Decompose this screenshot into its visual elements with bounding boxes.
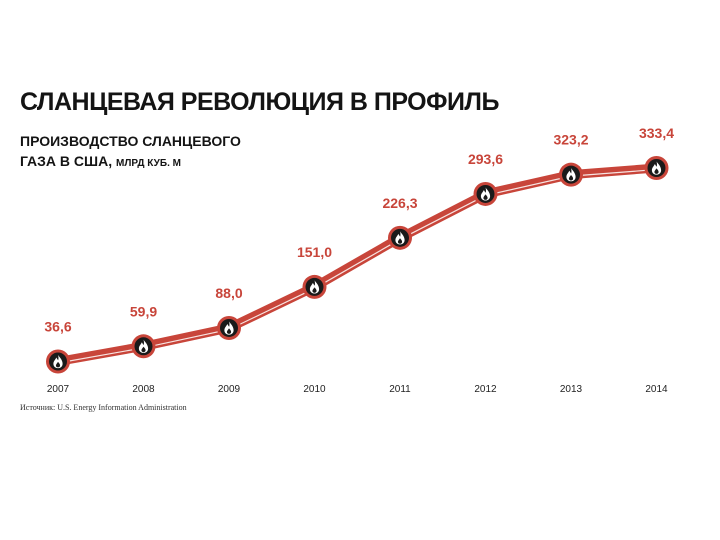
- flame-core-icon: [397, 238, 403, 244]
- unit-label: МЛРД КУБ. М: [116, 158, 181, 169]
- data-point-2007: [46, 349, 70, 374]
- data-label-2014: 333,4: [639, 125, 674, 141]
- data-label-2007: 36,6: [44, 319, 71, 335]
- flame-core-icon: [55, 361, 61, 368]
- flame-icon: [309, 280, 320, 294]
- data-point-2008: [131, 334, 156, 359]
- flame-icon: [224, 321, 234, 335]
- subtitle-line-2-text: ГАЗА В США,: [20, 153, 113, 169]
- flame-icon: [651, 161, 662, 175]
- data-label-2011: 226,3: [382, 195, 417, 211]
- flame-icon: [566, 168, 576, 182]
- flame-core-icon: [654, 168, 659, 174]
- flame-core-icon: [141, 346, 146, 353]
- subtitle-line-2: ГАЗА В США, МЛРД КУБ. М: [20, 151, 241, 174]
- x-tick-label-2007: 2007: [47, 384, 70, 395]
- flame-core-icon: [568, 175, 574, 181]
- data-label-2013: 323,2: [553, 132, 588, 148]
- x-tick-layer: 2007 2008 2009 2010 2011 2012 2013 2014: [47, 384, 668, 395]
- data-label-2012: 293,6: [468, 151, 503, 167]
- x-tick-label-2009: 2009: [218, 384, 241, 395]
- flame-icon: [53, 355, 63, 369]
- flame-core-icon: [226, 328, 232, 334]
- x-tick-label-2010: 2010: [303, 384, 326, 395]
- data-point-2014: [644, 156, 669, 180]
- chart-title: СЛАНЦЕВАЯ РЕВОЛЮЦИЯ В ПРОФИЛЬ: [20, 88, 499, 116]
- x-tick-label-2011: 2011: [389, 384, 411, 395]
- data-label-2008: 59,9: [130, 303, 157, 319]
- series-line: [53, 163, 661, 366]
- x-tick-label-2013: 2013: [560, 384, 583, 395]
- value-label-layer: 36,6 59,9 88,0 151,0 226,3 293,6 323,2 333,4: [44, 125, 674, 335]
- data-label-2009: 88,0: [215, 285, 242, 301]
- data-point-2010: [302, 274, 327, 299]
- data-label-2010: 151,0: [297, 244, 332, 260]
- data-point-2012: [473, 181, 498, 206]
- x-tick-label-2012: 2012: [474, 384, 497, 395]
- x-tick-label-2008: 2008: [132, 384, 155, 395]
- flame-icon: [138, 339, 149, 353]
- series-line-layer: [53, 163, 661, 366]
- subtitle-line-1: ПРОИЗВОДСТВО СЛАНЦЕВОГО: [20, 133, 241, 149]
- series-line-highlight: [57, 168, 657, 364]
- flame-icon: [395, 231, 405, 245]
- data-point-2011: [388, 225, 412, 250]
- data-point-2009: [217, 315, 241, 340]
- flame-core-icon: [483, 194, 488, 200]
- marker-layer: [46, 156, 669, 374]
- source-note: Источник: U.S. Energy Information Admini…: [20, 403, 187, 412]
- x-tick-label-2014: 2014: [645, 384, 668, 395]
- flame-icon: [480, 187, 491, 201]
- flame-core-icon: [312, 287, 317, 293]
- chart-subtitle: ПРОИЗВОДСТВО СЛАНЦЕВОГО ГАЗА В США, МЛРД…: [20, 131, 241, 174]
- data-point-2013: [559, 162, 583, 187]
